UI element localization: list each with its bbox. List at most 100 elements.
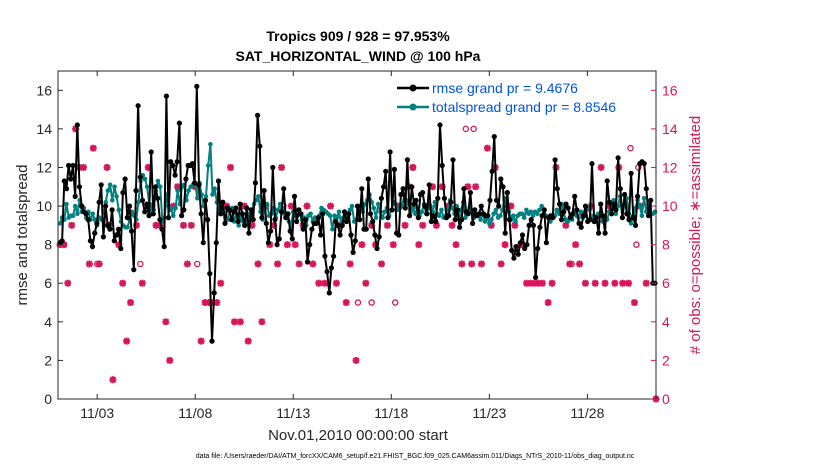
obs-assimilated-stroke [240,202,248,210]
obs-assimilated-point-40 [236,318,244,326]
y-axis-label-left: rmse and totalspread [14,165,31,306]
y-tick-label-left-2: 4 [44,314,52,330]
rmse-point-244 [587,217,593,223]
rmse-point-132 [344,218,350,225]
rmse-point-55 [176,120,182,126]
rmse-point-191 [472,207,478,213]
rmse-point-256 [613,207,619,213]
rmse-point-147 [376,234,382,240]
obs-assimilated-stroke [538,279,546,287]
rmse-point-70 [209,338,215,344]
y-tick-label-left-8: 16 [36,82,52,98]
obs-assimilated-point-59 [321,279,329,287]
obs-assimilated-point-109 [566,260,574,268]
obs-assimilated-point-2 [64,279,72,287]
rmse-point-10 [79,203,85,209]
spread-point-52 [171,213,176,218]
obs-assimilated-stroke [566,260,574,268]
rmse-point-51 [168,159,174,165]
y-tick-label-left-6: 12 [36,159,52,175]
rmse-point-131 [341,209,348,215]
obs-assimilated-stroke [611,279,619,287]
rmse-point-81 [233,205,239,211]
obs-assimilated-point-3 [68,221,76,229]
rmse-point-156 [396,232,402,238]
rmse-point-181 [450,157,456,163]
obs-assimilated-stroke [429,183,436,191]
x-tick-label-0: 11/03 [80,405,114,421]
rmse-point-110 [296,207,302,213]
rmse-point-271 [645,213,652,219]
obs-assimilated-stroke [384,222,391,229]
rmse-point-26 [113,232,119,238]
obs-assimilated-point-14 [119,279,127,287]
rmse-point-86 [244,205,250,211]
rmse-point-179 [446,213,452,219]
spread-point-59 [186,188,191,193]
rmse-point-200 [491,134,497,140]
obs-assimilated-point-124 [642,279,650,287]
rmse-point-92 [257,143,263,149]
obs-assimilated-stroke [231,318,238,326]
rmse-point-24 [109,207,115,213]
obs-assimilated-stroke [484,144,491,152]
rmse-point-35 [133,188,139,194]
obs-assimilated-point-53 [291,241,299,249]
obs-assimilated-point-61 [332,279,340,287]
obs-assimilated-stroke [68,222,76,229]
x-axis-label: Nov.01,2010 00:00:00 start [268,427,449,444]
spread-point-212 [519,211,525,217]
rmse-point-150 [383,168,389,174]
obs-assimilated-stroke [576,260,583,268]
rmse-point-6 [70,162,76,169]
rmse-point-13 [85,217,91,223]
spread-point-124 [327,213,333,218]
rmse-point-66 [200,240,206,246]
rmse-point-109 [294,218,300,225]
spread-point-166 [419,209,425,215]
obs-assimilated-stroke [166,357,174,364]
rmse-point-34 [131,267,137,273]
obs-assimilated-stroke [342,299,350,306]
obs-assimilated-stroke [327,202,334,210]
y-tick-label-right-8: 16 [662,82,678,98]
obs-assimilated-point-8 [89,144,97,152]
rmse-point-58 [183,176,189,182]
spread-point-144 [371,205,377,211]
rmse-point-145 [372,232,378,238]
rmse-point-133 [346,211,352,217]
obs-assimilated-point-67 [362,279,370,287]
rmse-point-124 [326,290,332,296]
rmse-point-142 [365,176,371,182]
obs-assimilated-stroke [511,222,519,229]
rmse-point-99 [272,217,278,223]
rmse-point-246 [591,218,597,225]
rmse-point-37 [137,174,143,180]
x-tick-label-5: 11/28 [570,405,604,421]
rmse-point-180 [448,199,454,205]
rmse-point-270 [643,186,649,192]
obs-assimilated-point-18 [138,279,146,287]
rmse-point-82 [235,218,241,225]
rmse-point-148 [378,195,384,201]
rmse-point-68 [205,217,211,223]
obs-assimilated-stroke [548,279,556,287]
obs-assimilated-point-71 [383,221,391,229]
rmse-point-218 [530,222,537,228]
spread-point-267 [639,213,645,218]
rmse-point-177 [441,195,447,201]
rmse-layer [57,83,658,344]
rmse-point-241 [580,213,587,219]
obs-assimilated-point-45 [258,318,266,326]
chart-subtitle: SAT_HORIZONTAL_WIND @ 100 hPa [236,48,481,64]
rmse-point-153 [389,207,395,213]
rmse-point-103 [281,186,287,192]
legend: rmse grand pr = 9.4676 totalspread grand… [397,80,616,115]
rmse-point-151 [385,215,391,221]
spread-point-172 [432,199,438,205]
obs-assimilated-stroke [452,241,460,248]
rmse-point-231 [559,217,565,223]
spread-point-3 [64,201,69,207]
rmse-point-15 [89,244,96,250]
spread-point-199 [491,211,497,217]
